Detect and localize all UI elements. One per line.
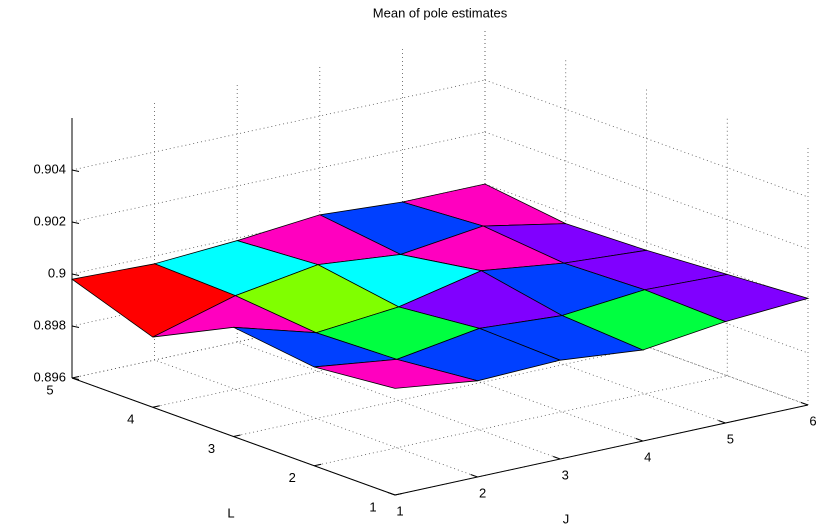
z-tick xyxy=(71,221,80,224)
y-tick xyxy=(233,434,241,437)
y-tick-label: 2 xyxy=(289,470,296,485)
surface-patch xyxy=(314,358,478,389)
x-tick xyxy=(800,402,809,406)
x-tick xyxy=(553,456,561,460)
z-tick-label: 0.896 xyxy=(33,369,66,384)
z-tick xyxy=(71,273,80,276)
z-tick-label: 0.898 xyxy=(33,317,66,332)
grid-line xyxy=(314,375,728,467)
grid-line xyxy=(233,346,647,437)
y-axis-label: L xyxy=(227,505,234,520)
x-tick-label: 3 xyxy=(562,467,569,482)
y-tick-label: 3 xyxy=(208,441,215,456)
x-tick-label: 6 xyxy=(809,413,816,428)
z-tick-label: 0.9 xyxy=(48,265,66,280)
x-tick-label: 2 xyxy=(479,485,486,500)
grid-line xyxy=(71,131,486,223)
x-tick xyxy=(718,420,726,424)
z-tick-label: 0.902 xyxy=(33,213,66,228)
x-tick-label: 5 xyxy=(727,431,734,446)
z-tick xyxy=(71,325,80,328)
x-axis xyxy=(394,404,809,496)
y-tick-label: 4 xyxy=(127,412,134,427)
x-tick xyxy=(470,474,478,478)
y-tick xyxy=(71,376,80,379)
chart-title: Mean of pole estimates xyxy=(373,5,508,20)
x-tick xyxy=(635,438,643,442)
y-tick-label: 1 xyxy=(369,499,376,514)
y-tick xyxy=(314,463,322,467)
y-tick xyxy=(394,493,403,496)
x-axis-label: J xyxy=(563,511,570,526)
x-tick xyxy=(387,492,396,496)
z-tick-label: 0.904 xyxy=(33,161,66,176)
z-tick xyxy=(71,169,80,172)
grid-line xyxy=(71,79,486,171)
x-tick-label: 1 xyxy=(396,503,403,518)
y-tick xyxy=(152,405,160,408)
y-tick-label: 5 xyxy=(46,382,53,397)
x-tick-label: 4 xyxy=(644,449,651,464)
